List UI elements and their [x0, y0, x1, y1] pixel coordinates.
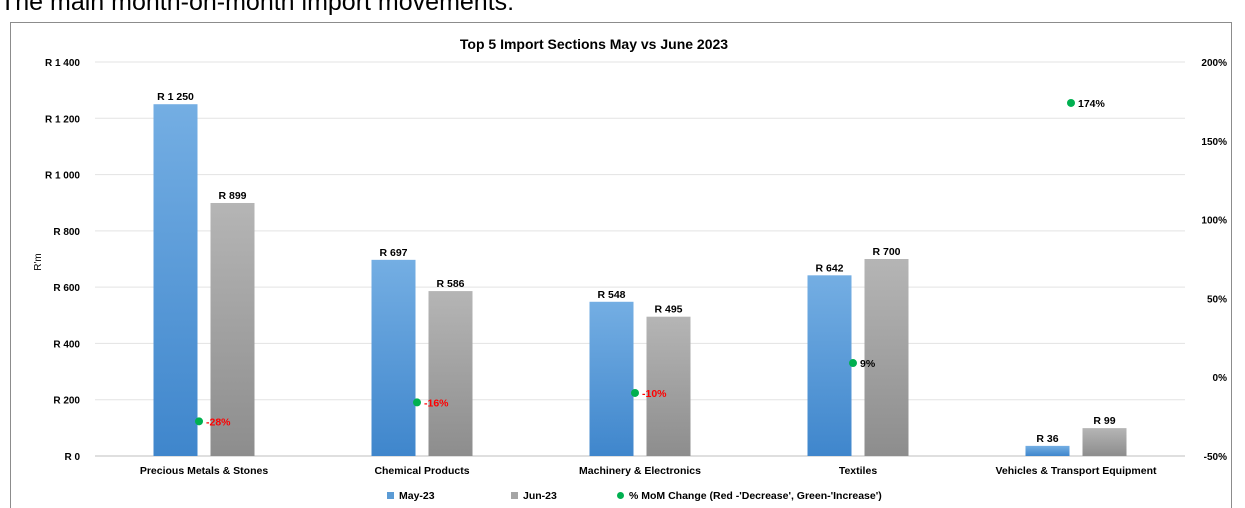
y-tick-label: R 800 [53, 227, 80, 238]
bar [646, 316, 691, 456]
y-tick-label: R 1 000 [45, 171, 80, 182]
x-tick-label: Textiles [839, 465, 877, 477]
y2-tick-label: 100% [1201, 216, 1227, 227]
bar [1082, 428, 1127, 456]
bar [371, 259, 416, 456]
page-heading: The main month-on-month import movements… [0, 0, 515, 16]
y-axis-label: R'm [33, 253, 44, 270]
data-label: R 899 [218, 190, 246, 202]
y-tick-label: R 0 [64, 452, 80, 463]
data-label: R 700 [872, 246, 900, 258]
y2-tick-label: 50% [1207, 294, 1227, 305]
y-tick-label: R 200 [53, 396, 80, 407]
legend-label: % MoM Change (Red -'Decrease', Green-'In… [629, 490, 882, 502]
data-label: R 99 [1093, 415, 1115, 427]
mom-change-label: -10% [642, 388, 667, 400]
bar [807, 275, 852, 456]
mom-change-label: -28% [206, 416, 231, 428]
y2-tick-label: -50% [1204, 452, 1227, 463]
x-tick-label: Precious Metals & Stones [140, 465, 269, 477]
mom-change-point [849, 359, 857, 368]
legend: May-23 Jun-23 % MoM Change (Red -'Decrease… [387, 490, 882, 502]
y-tick-label: R 1 400 [45, 58, 80, 69]
y2-tick-label: 200% [1201, 58, 1227, 69]
bar [153, 104, 198, 456]
y2-tick-label: 150% [1201, 137, 1227, 148]
chart-frame [10, 22, 1232, 508]
data-label: R 495 [654, 304, 682, 316]
mom-change-point [631, 388, 639, 397]
data-label: R 548 [597, 289, 625, 301]
y2-tick-label: 0% [1213, 373, 1228, 384]
mom-change-point [1067, 98, 1075, 107]
data-label: R 697 [379, 247, 407, 259]
legend-label: May-23 [399, 490, 435, 502]
mom-change-label: 174% [1078, 98, 1106, 110]
bar [428, 291, 473, 456]
y-tick-label: R 600 [53, 283, 80, 294]
data-label: R 586 [436, 278, 464, 290]
data-label: R 36 [1036, 433, 1058, 445]
bar [1025, 445, 1070, 456]
legend-label: Jun-23 [523, 490, 557, 502]
mom-change-point [413, 398, 421, 407]
mom-change-label: 9% [860, 358, 876, 370]
x-tick-label: Vehicles & Transport Equipment [995, 465, 1157, 477]
data-label: R 642 [815, 262, 843, 274]
bar [210, 202, 255, 456]
chart-title: Top 5 Import Sections May vs June 2023 [460, 36, 728, 52]
x-tick-label: Machinery & Electronics [579, 465, 701, 477]
data-label: R 1 250 [157, 91, 194, 103]
mom-change-point [195, 417, 203, 426]
x-tick-label: Chemical Products [374, 465, 469, 477]
bar [864, 259, 909, 456]
y-tick-label: R 400 [53, 339, 80, 350]
legend-swatch [617, 492, 624, 499]
bar [589, 301, 634, 456]
legend-swatch [387, 492, 394, 499]
mom-change-label: -16% [424, 397, 449, 409]
y-tick-label: R 1 200 [45, 114, 80, 125]
legend-swatch [511, 492, 518, 499]
